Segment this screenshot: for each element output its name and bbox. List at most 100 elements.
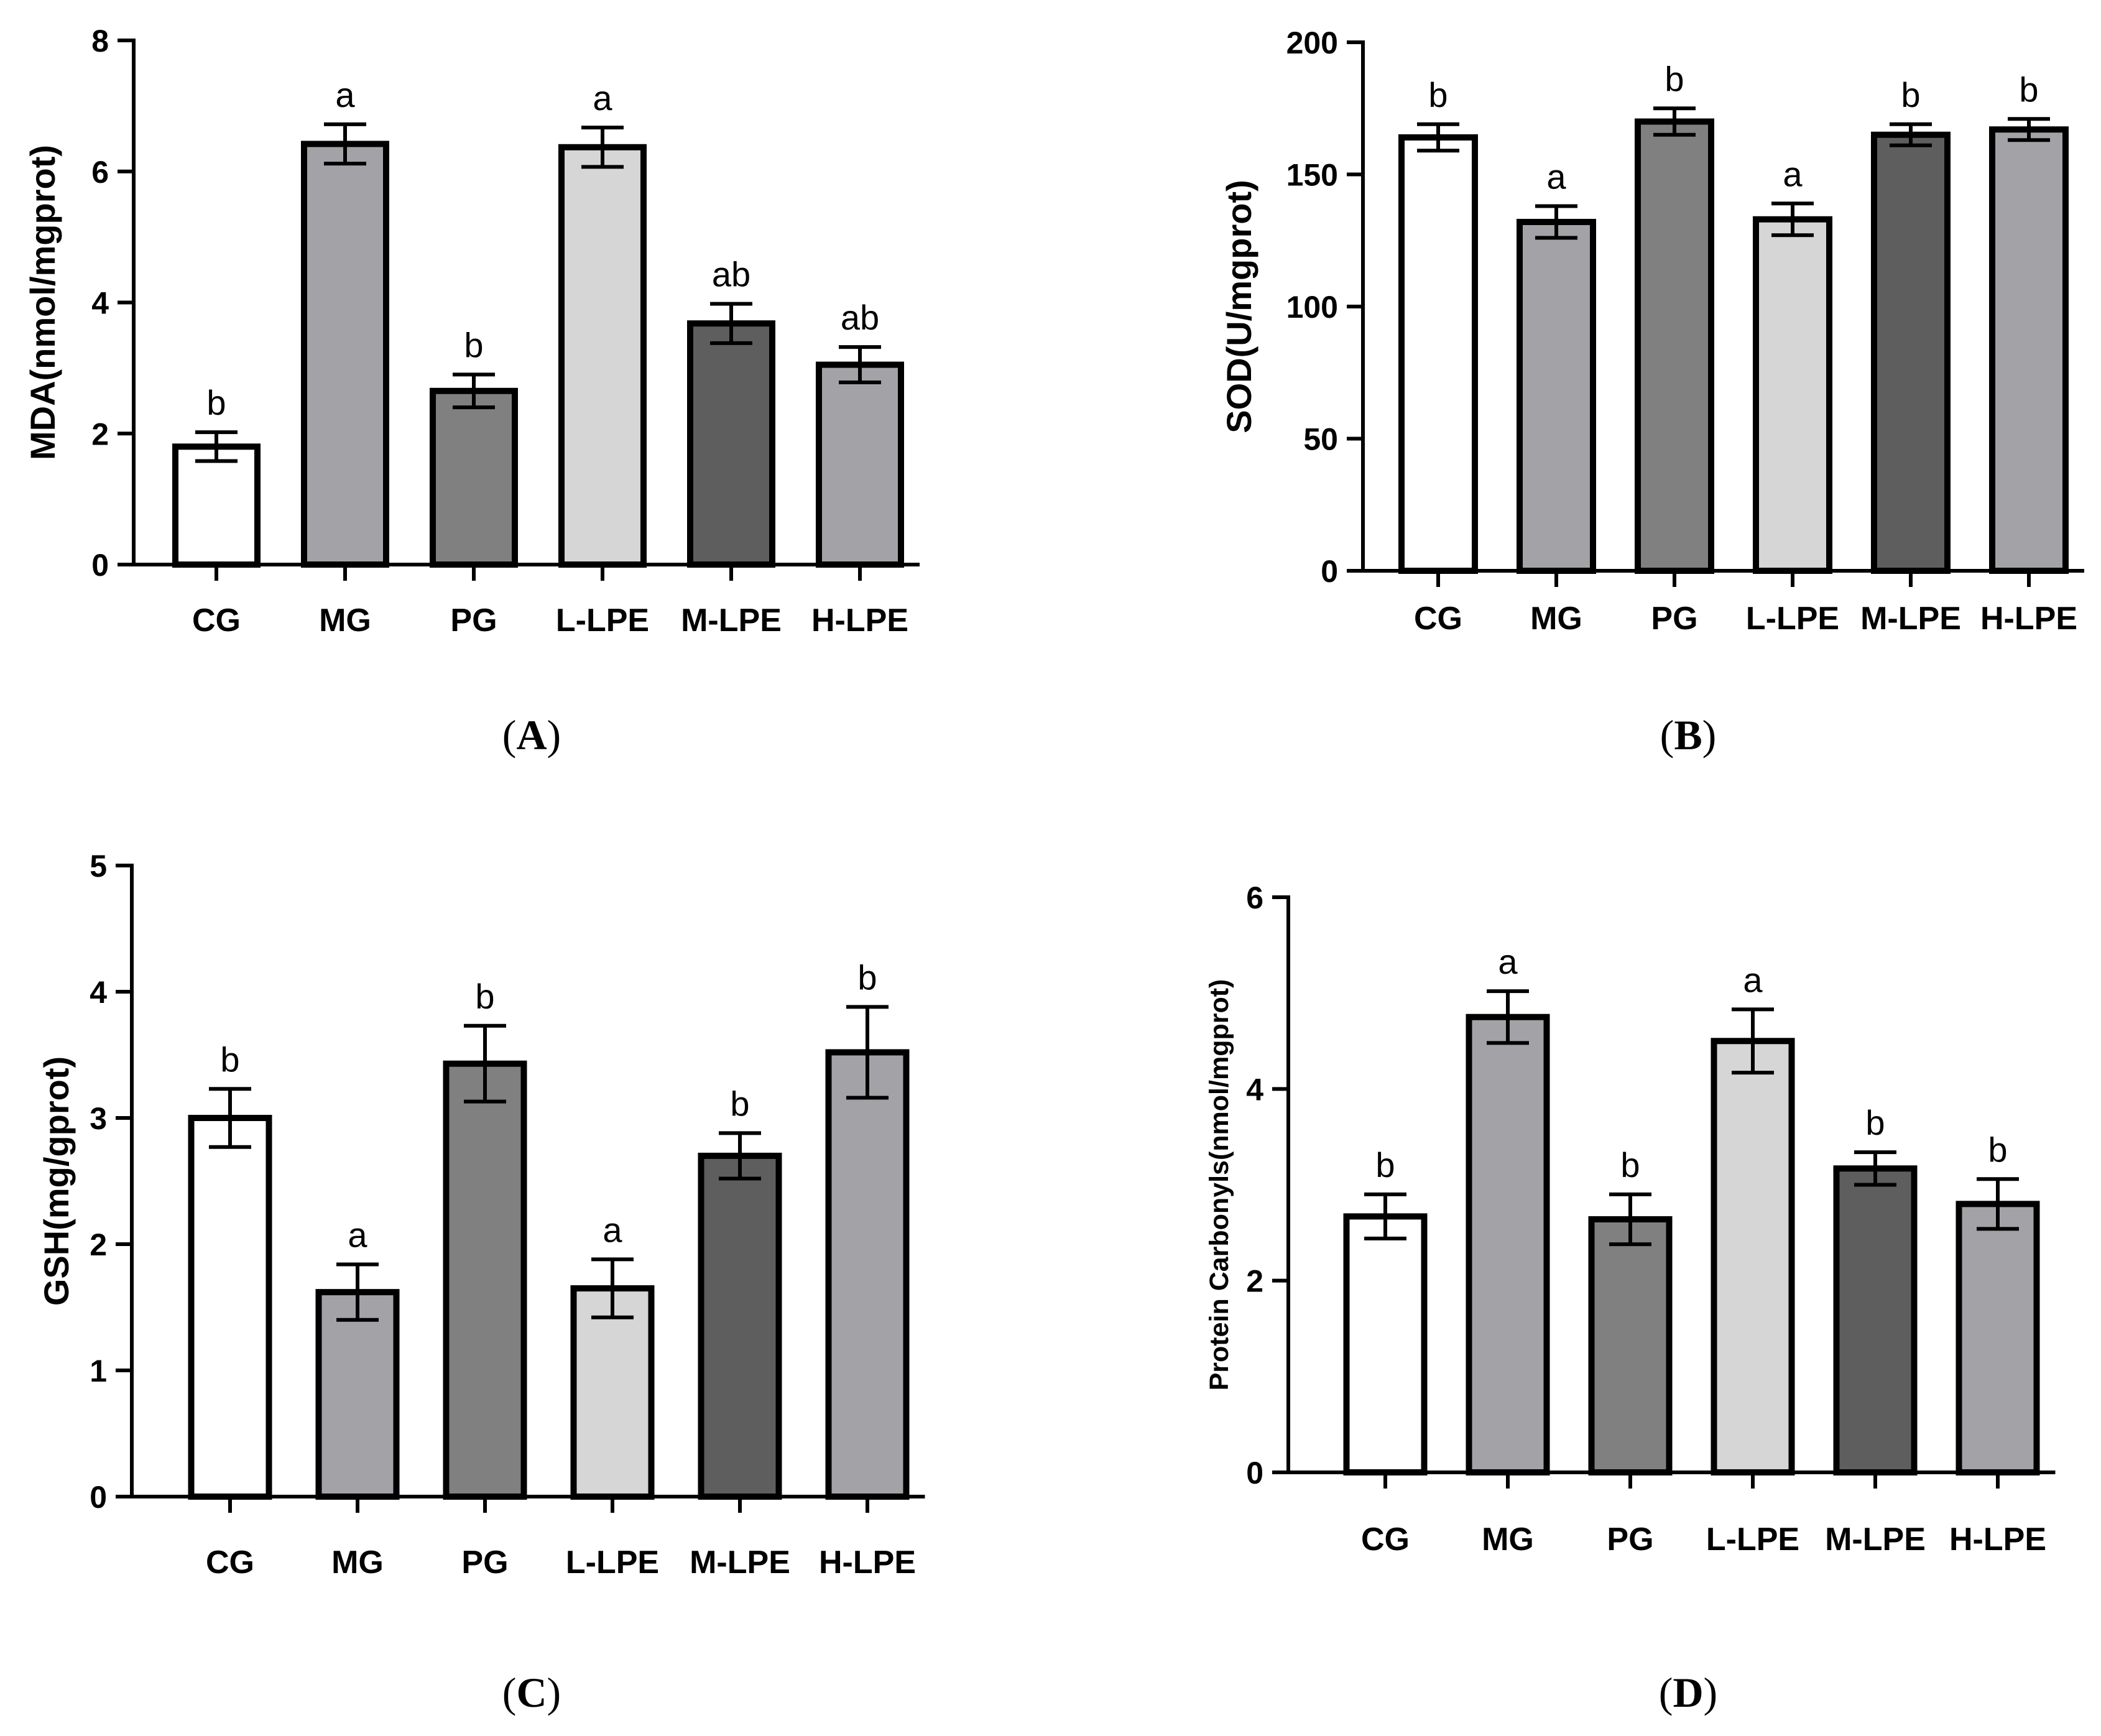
y-tick-label-d: 6 [1246, 880, 1263, 915]
significance-label-a: b [206, 383, 226, 422]
panel-a: 0 2 4 6 8 b CG a MG b PG a L-LPE ab M-LPE ab H-LPE MDA(nm… [23, 24, 920, 759]
bar-b [1871, 131, 1951, 574]
y-tick-label-c: 5 [90, 849, 107, 884]
panel-d: 0 2 4 6 b CG a MG b PG a L-LPE b M-LPE b H-LPE Protein C… [1204, 880, 2056, 1716]
x-tick-label-a: CG [192, 603, 241, 639]
y-tick-label-a: 8 [91, 24, 109, 58]
panel-c: 0 1 2 3 4 5 b CG a MG b PG a L-LPE b M-LPE b H-LPE GSH(mg/… [37, 849, 925, 1716]
y-tick-label-c: 0 [90, 1480, 107, 1515]
significance-label-c: b [220, 1040, 239, 1079]
y-tick-label-b: 0 [1321, 554, 1338, 589]
panel-letter-a: A [516, 711, 547, 759]
y-tick-label-a: 2 [91, 417, 109, 451]
y-tick-label-b: 150 [1286, 158, 1338, 193]
bar-c [570, 1285, 655, 1500]
bar-c [825, 1049, 910, 1500]
significance-label-d: b [1375, 1145, 1395, 1184]
x-tick-label-d: PG [1607, 1521, 1653, 1558]
significance-label-a: a [335, 75, 355, 114]
y-tick-label-a: 6 [91, 155, 109, 190]
x-tick-label-d: MG [1482, 1521, 1534, 1558]
x-tick-label-c: L-LPE [566, 1544, 659, 1581]
significance-label-b: b [1665, 59, 1684, 98]
x-tick-label-c: H-LPE [819, 1544, 916, 1581]
x-tick-label-b: H-LPE [1980, 601, 2077, 637]
significance-label-b: b [2019, 70, 2038, 109]
y-axis-title-c: GSH(mg/gprot) [37, 1056, 76, 1306]
bar-a [172, 443, 261, 568]
y-tick-label-c: 3 [90, 1101, 107, 1136]
x-tick-label-c: CG [206, 1544, 254, 1581]
bar-b [1753, 216, 1832, 574]
y-axis-title-d: Protein Carbonyls(nmol/mgprot) [1204, 979, 1234, 1391]
x-tick-label-d: CG [1361, 1521, 1410, 1558]
x-tick-label-b: M-LPE [1860, 601, 1961, 637]
bar-c [443, 1060, 527, 1500]
y-axis-title-a: MDA(nmol/mgprot) [23, 145, 62, 460]
bar-a [687, 320, 775, 568]
x-tick-label-b: PG [1651, 601, 1697, 637]
bar-b [1989, 126, 2069, 574]
significance-label-d: b [1620, 1145, 1640, 1184]
significance-label-d: b [1988, 1130, 2007, 1169]
x-tick-label-c: MG [331, 1544, 384, 1581]
x-tick-label-d: L-LPE [1706, 1521, 1799, 1558]
x-tick-label-a: L-LPE [556, 603, 649, 639]
bar-a [430, 387, 518, 568]
significance-label-b: a [1783, 154, 1803, 193]
significance-label-a: ab [841, 298, 879, 337]
significance-label-c: b [475, 977, 494, 1016]
y-tick-label-d: 0 [1246, 1456, 1263, 1490]
significance-label-a: a [593, 78, 612, 118]
y-tick-label-c: 1 [90, 1354, 107, 1388]
bar-c [315, 1289, 400, 1500]
significance-label-b: a [1546, 157, 1566, 196]
y-tick-label-a: 0 [91, 548, 109, 583]
significance-label-d: b [1865, 1103, 1885, 1142]
significance-label-c: b [857, 958, 877, 997]
y-tick-label-b: 200 [1286, 25, 1338, 60]
x-tick-label-c: M-LPE [690, 1544, 790, 1581]
x-tick-label-a: MG [319, 603, 371, 639]
bar-d [1833, 1165, 1918, 1475]
y-axis-title-b: SOD(U/mgprot) [1219, 180, 1258, 433]
panel-label-b: (B) [1660, 711, 1717, 759]
bar-d [1343, 1213, 1428, 1475]
panel-label-a: (A) [502, 711, 561, 759]
significance-label-a: b [464, 325, 483, 364]
panel-letter-d: D [1673, 1669, 1703, 1716]
significance-label-b: b [1901, 75, 1920, 114]
bar-b [1517, 219, 1596, 574]
x-tick-label-d: M-LPE [1825, 1521, 1926, 1558]
bar-b [1398, 134, 1478, 574]
significance-label-d: a [1498, 942, 1518, 981]
bar-b [1635, 118, 1714, 574]
y-tick-label-c: 4 [90, 975, 107, 1010]
bar-c [698, 1152, 782, 1500]
significance-label-b: b [1428, 75, 1448, 114]
y-tick-label-d: 4 [1246, 1072, 1263, 1107]
bar-a [816, 361, 904, 568]
bar-d [1711, 1038, 1795, 1475]
x-tick-label-c: PG [461, 1544, 508, 1581]
x-tick-label-a: M-LPE [681, 603, 782, 639]
panel-b: 0 50 100 150 200 b CG a MG b PG a L-LPE b M-LPE b H-LPE S… [1219, 25, 2084, 759]
panel-letter-c: C [516, 1669, 547, 1716]
bar-d [1466, 1013, 1550, 1476]
significance-label-c: a [348, 1215, 367, 1254]
x-tick-label-b: L-LPE [1746, 601, 1839, 637]
panel-label-d: (D) [1659, 1669, 1717, 1716]
panel-label-c: (C) [502, 1669, 561, 1716]
bar-a [558, 144, 647, 568]
y-tick-label-a: 4 [91, 286, 109, 321]
bar-a [301, 141, 389, 568]
bar-d [1956, 1201, 2040, 1476]
y-tick-label-b: 100 [1286, 290, 1338, 325]
y-tick-label-d: 2 [1246, 1264, 1263, 1299]
significance-label-d: a [1743, 960, 1763, 999]
x-tick-label-a: H-LPE [811, 603, 908, 639]
x-tick-label-a: PG [450, 603, 497, 639]
significance-label-c: b [730, 1084, 749, 1123]
significance-label-c: a [603, 1210, 622, 1249]
